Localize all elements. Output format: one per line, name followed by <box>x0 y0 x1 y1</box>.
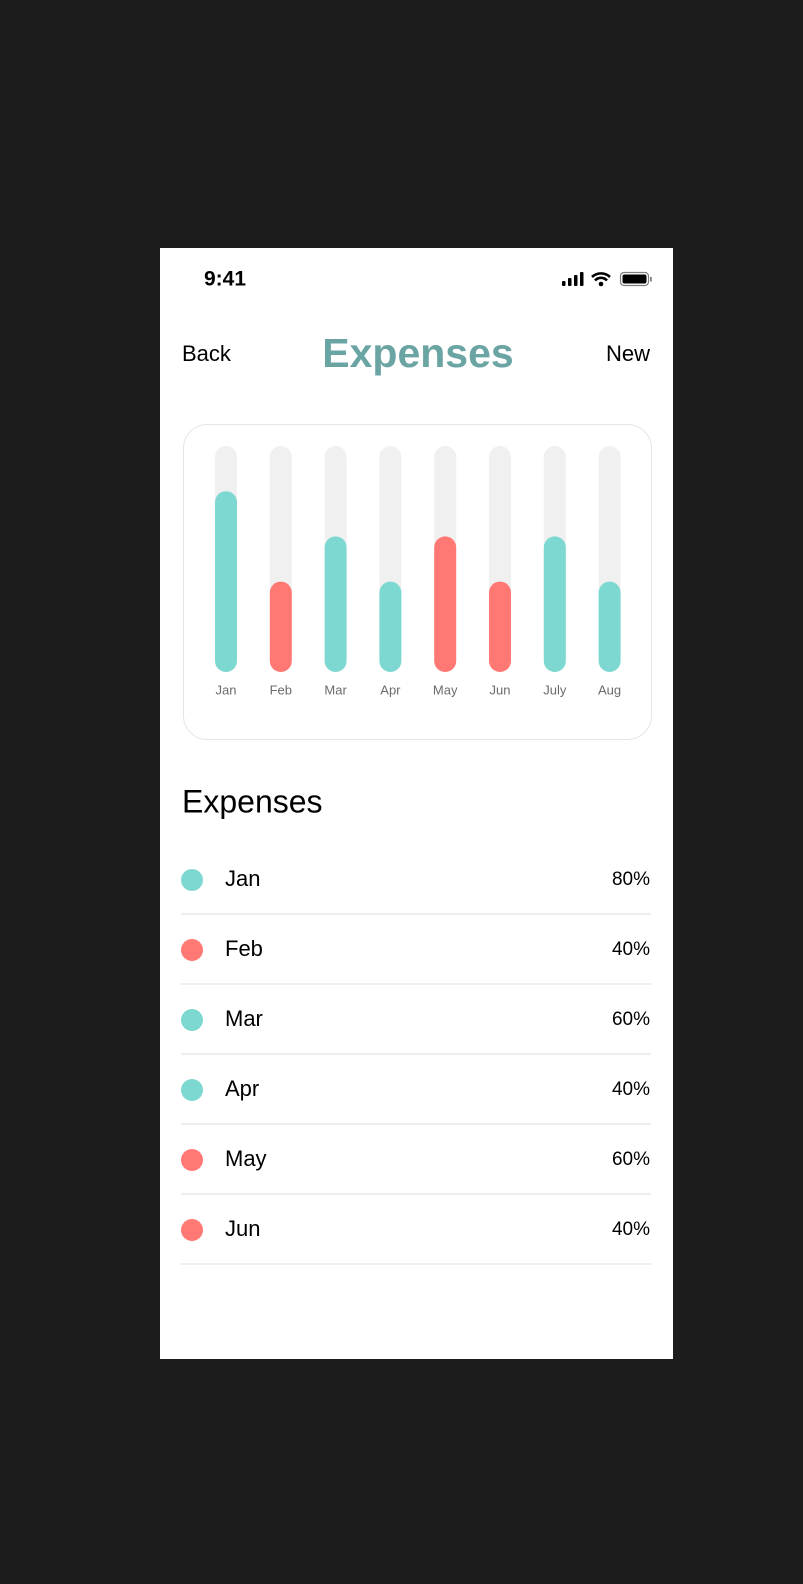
status-icons <box>562 271 652 287</box>
bar <box>598 581 621 672</box>
row-percent: 80% <box>612 869 650 890</box>
x-tick-label: Jun <box>490 682 511 697</box>
page-title: Expenses <box>322 330 513 376</box>
row-month: Feb <box>225 936 263 961</box>
row-month: Jan <box>225 866 260 891</box>
new-button[interactable]: New <box>606 341 650 366</box>
list-title: Expenses <box>182 783 323 819</box>
x-tick-label: May <box>433 682 458 697</box>
row-month: Jun <box>225 1216 260 1241</box>
row-month: Mar <box>225 1006 263 1031</box>
legend-dot <box>181 1219 203 1241</box>
row-percent: 40% <box>612 1079 650 1100</box>
row-month: Apr <box>225 1076 259 1101</box>
bar <box>215 491 237 672</box>
row-percent: 60% <box>612 1009 650 1030</box>
legend-dot <box>181 1149 203 1171</box>
bar <box>489 581 511 672</box>
bar <box>269 581 292 672</box>
bar <box>543 536 566 672</box>
back-button[interactable]: Back <box>182 341 232 366</box>
row-percent: 40% <box>612 1219 650 1240</box>
x-tick-label: Feb <box>270 682 292 697</box>
legend-dot <box>181 869 203 891</box>
row-percent: 60% <box>612 1149 650 1170</box>
row-month: May <box>225 1146 267 1171</box>
bar <box>434 536 457 672</box>
row-percent: 40% <box>612 939 650 960</box>
bar <box>379 581 402 672</box>
x-tick-label: Apr <box>380 682 401 697</box>
x-tick-label: Mar <box>324 682 347 697</box>
bar <box>324 536 347 672</box>
chart-card <box>183 424 652 740</box>
x-tick-label: July <box>543 682 567 697</box>
legend-dot <box>181 1009 203 1031</box>
legend-dot <box>181 1079 203 1101</box>
x-tick-label: Jan <box>216 682 237 697</box>
legend-dot <box>181 939 203 961</box>
x-tick-label: Aug <box>598 682 621 697</box>
status-time: 9:41 <box>204 268 246 291</box>
